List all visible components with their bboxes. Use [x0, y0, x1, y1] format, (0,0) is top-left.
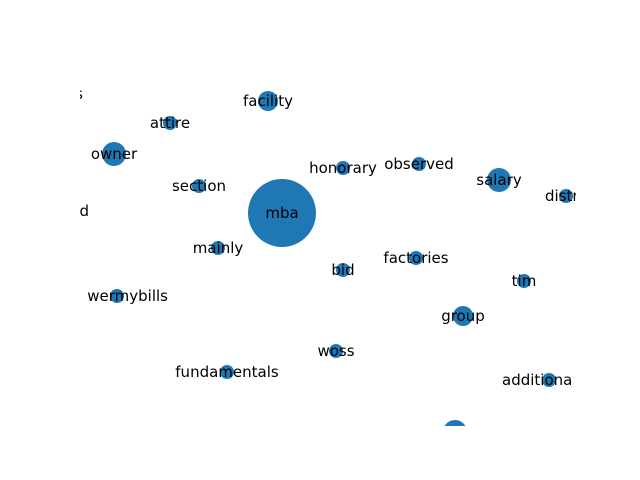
- graph-node-marker: [329, 344, 343, 358]
- graph-node-label: attire: [150, 114, 190, 132]
- graph-node-section: section: [172, 177, 226, 195]
- graph-node-label: factories: [383, 249, 448, 267]
- graph-node-attire: attire: [150, 114, 190, 132]
- graph-node-group: group: [441, 306, 485, 326]
- graph-node-label: tim: [512, 272, 537, 290]
- graph-node-tim: tim: [512, 272, 537, 290]
- graph-node-label: group: [441, 307, 485, 325]
- graph-node-label: mainly: [193, 239, 244, 257]
- graph-node-partial-distr: distr: [545, 187, 579, 205]
- graph-node-mainly: mainly: [193, 239, 244, 257]
- graph-node-label: additiona: [502, 371, 572, 389]
- graph-node-marker: [258, 91, 278, 111]
- graph-node-marker: [163, 116, 177, 130]
- graph-node-marker: [336, 161, 350, 175]
- graph-node-label: facility: [243, 92, 293, 110]
- graph-node-label: mba: [265, 204, 298, 222]
- graph-node-observed: observed: [384, 155, 454, 173]
- graph-node-label: owner: [91, 145, 138, 163]
- graph-node-additional: additiona: [502, 371, 572, 389]
- graph-node-bid: bid: [331, 261, 354, 279]
- graph-node-marker: [542, 373, 556, 387]
- graph-node-marker: [517, 274, 531, 288]
- graph-node-marker: [453, 306, 473, 326]
- graph-node-marker: [336, 263, 350, 277]
- graph-node-marker: [409, 251, 423, 265]
- graph-node-marker: [248, 179, 316, 247]
- graph-node-label: distr: [545, 187, 579, 205]
- graph-node-label: observed: [384, 155, 454, 173]
- graph-node-factories: factories: [383, 249, 448, 267]
- graph-node-label: fundamentals: [175, 363, 279, 381]
- graph-node-label: s: [75, 85, 83, 103]
- graph-node-label: woss: [317, 342, 354, 360]
- graph-node-label: bid: [331, 261, 354, 279]
- graph-node-powermybills: wermybills: [87, 287, 168, 305]
- graph-node-marker: [444, 420, 466, 426]
- graph-node-marker: [220, 365, 234, 379]
- graph-node-label: honorary: [309, 159, 377, 177]
- graph-node-label: d: [79, 202, 89, 220]
- graph-node-woss: woss: [317, 342, 354, 360]
- graph-node-partial-d: d: [65, 202, 89, 220]
- graph-node-marker: [559, 189, 573, 203]
- graph-node-marker: [412, 157, 426, 171]
- graph-node-fundamentals: fundamentals: [175, 363, 279, 381]
- graph-node-marker: [110, 289, 124, 303]
- graph-node-marker: [102, 142, 126, 166]
- graph-node-salary: salary: [476, 168, 522, 192]
- graph-node-label: salary: [476, 171, 522, 189]
- graph-node-honorary: honorary: [309, 159, 377, 177]
- graph-node-marker: [65, 87, 79, 101]
- graph-node-label: wermybills: [87, 287, 168, 305]
- graph-node-owner: owner: [91, 142, 138, 166]
- graph-node-marker: [487, 168, 511, 192]
- graph-node-facility: facility: [243, 91, 293, 111]
- graph-node-marker: [65, 204, 79, 218]
- graph-node-label: section: [172, 177, 226, 195]
- graph-node-marker: [211, 241, 225, 255]
- graph-node-marker: [192, 179, 206, 193]
- graph-node-partial-s: s: [65, 85, 83, 103]
- graph-node-partial-bottom: [444, 420, 466, 426]
- graph-plot-area: mba facility attire owner section honorary obs…: [65, 85, 579, 426]
- graph-node-mba: mba: [248, 179, 316, 247]
